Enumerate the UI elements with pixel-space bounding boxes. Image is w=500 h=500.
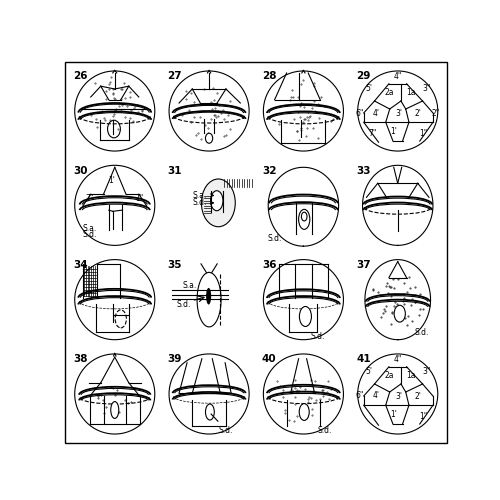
Ellipse shape <box>302 212 307 221</box>
Circle shape <box>264 354 344 434</box>
Text: 3': 3' <box>395 392 402 402</box>
Text: 2": 2" <box>432 108 440 118</box>
Text: S.d.: S.d. <box>176 300 191 309</box>
Text: 1": 1" <box>136 194 143 202</box>
Circle shape <box>74 71 155 151</box>
Ellipse shape <box>115 310 126 328</box>
Text: 26: 26 <box>74 72 88 82</box>
Text: S.a.: S.a. <box>182 281 196 290</box>
Circle shape <box>169 354 249 434</box>
Text: 34: 34 <box>74 260 88 270</box>
Text: S.d.: S.d. <box>218 426 233 434</box>
Text: 1": 1" <box>420 128 428 138</box>
Text: 7": 7" <box>86 194 94 202</box>
Ellipse shape <box>202 179 235 226</box>
Text: S.a.: S.a. <box>192 191 214 200</box>
Text: 2a: 2a <box>384 88 394 98</box>
Text: 3': 3' <box>395 110 402 118</box>
Text: 6": 6" <box>356 108 364 118</box>
Text: 5': 5' <box>366 368 372 376</box>
Text: 33: 33 <box>356 166 370 175</box>
Text: 27: 27 <box>168 72 182 82</box>
Text: S.d.: S.d. <box>192 198 214 207</box>
Ellipse shape <box>206 404 214 420</box>
Text: 31: 31 <box>168 166 182 175</box>
Text: 1": 1" <box>420 412 428 420</box>
Circle shape <box>169 71 249 151</box>
Circle shape <box>358 71 438 151</box>
Circle shape <box>264 260 344 340</box>
Text: 5': 5' <box>366 84 372 94</box>
Text: 4': 4' <box>372 392 379 400</box>
Circle shape <box>74 260 155 340</box>
Text: 40: 40 <box>262 354 276 364</box>
Text: 1a: 1a <box>406 88 415 98</box>
Ellipse shape <box>394 306 406 322</box>
Text: 41: 41 <box>356 354 371 364</box>
Text: S.d.: S.d. <box>317 426 332 434</box>
Text: 1a: 1a <box>406 372 415 380</box>
Text: 37: 37 <box>356 260 371 270</box>
Ellipse shape <box>206 288 211 304</box>
Text: 7": 7" <box>368 128 377 138</box>
Text: 1': 1' <box>390 410 397 420</box>
Text: 1': 1' <box>108 176 115 185</box>
Text: 36: 36 <box>262 260 276 270</box>
Ellipse shape <box>111 402 119 418</box>
Text: 4": 4" <box>394 72 402 82</box>
Text: 2a: 2a <box>384 372 394 380</box>
Ellipse shape <box>206 133 212 143</box>
Text: 2': 2' <box>414 110 421 118</box>
Circle shape <box>358 354 438 434</box>
Text: 30: 30 <box>74 166 88 175</box>
Text: 38: 38 <box>74 354 88 364</box>
Text: 1': 1' <box>390 128 397 136</box>
Text: S.a.: S.a. <box>83 224 97 233</box>
Text: 4': 4' <box>372 108 379 118</box>
Text: 29: 29 <box>356 72 370 82</box>
Text: 3": 3" <box>422 368 431 376</box>
Ellipse shape <box>300 306 312 326</box>
Text: S.d.: S.d. <box>83 230 97 238</box>
Text: 4": 4" <box>394 356 402 364</box>
Text: S.d.: S.d. <box>414 328 429 337</box>
Ellipse shape <box>210 190 223 210</box>
Circle shape <box>74 166 155 246</box>
Text: 32: 32 <box>262 166 276 175</box>
Circle shape <box>74 354 155 434</box>
Ellipse shape <box>299 404 309 420</box>
Ellipse shape <box>298 210 310 230</box>
Circle shape <box>264 71 344 151</box>
Text: 28: 28 <box>262 72 276 82</box>
Text: 2': 2' <box>414 392 421 402</box>
Text: 3": 3" <box>422 84 431 94</box>
Text: S.d.: S.d. <box>268 234 282 242</box>
Text: 6": 6" <box>356 392 364 400</box>
Text: 35: 35 <box>168 260 182 270</box>
Text: S.d.: S.d. <box>310 332 324 341</box>
Text: 39: 39 <box>168 354 182 364</box>
